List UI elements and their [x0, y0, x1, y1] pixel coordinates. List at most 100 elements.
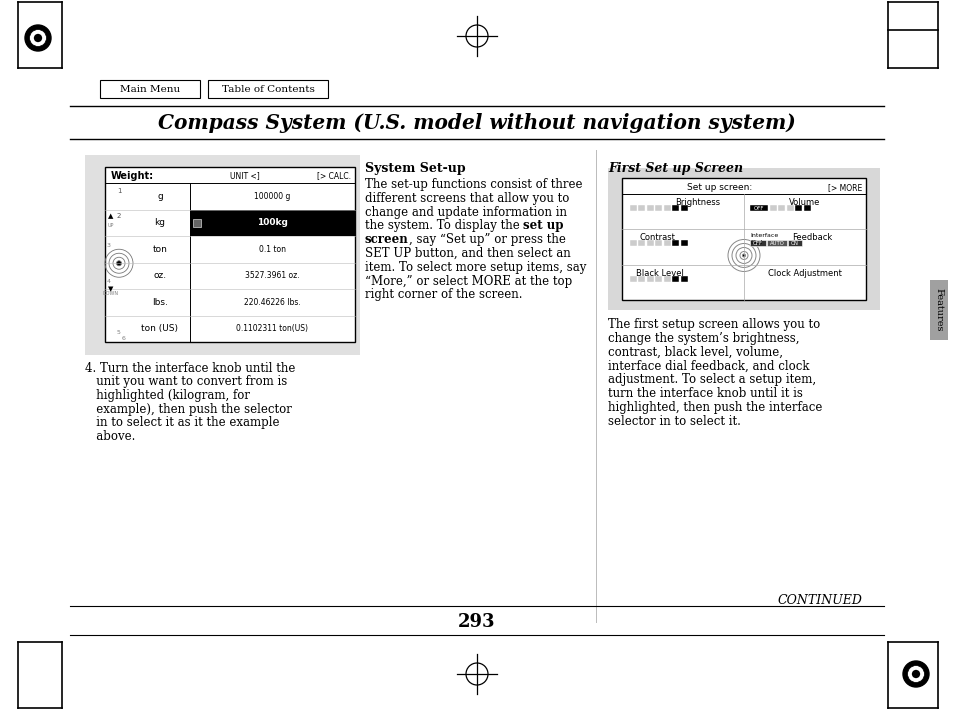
Text: unit you want to convert from is: unit you want to convert from is [85, 376, 287, 388]
Bar [749, 205, 767, 211]
Text: System Set-up: System Set-up [365, 162, 465, 175]
Text: , say “Set up” or press the: , say “Set up” or press the [408, 233, 565, 246]
Text: [> MORE: [> MORE [827, 183, 862, 192]
Text: Clock Adjustment: Clock Adjustment [767, 268, 841, 278]
Text: First Set up Screen: First Set up Screen [607, 162, 742, 175]
Text: AUTO: AUTO [769, 241, 783, 246]
Text: highlighted (kilogram, for: highlighted (kilogram, for [85, 389, 250, 402]
Bar [672, 205, 679, 211]
Text: interface dial feedback, and clock: interface dial feedback, and clock [607, 359, 809, 373]
Text: adjustment. To select a setup item,: adjustment. To select a setup item, [607, 373, 815, 386]
Text: change and update information in: change and update information in [365, 206, 566, 219]
Bar [786, 205, 793, 211]
Bar [646, 205, 654, 211]
Text: 100kg: 100kg [256, 218, 288, 227]
Text: The first setup screen allows you to: The first setup screen allows you to [607, 318, 820, 331]
Bar [105, 167, 355, 342]
Text: 0.1 ton: 0.1 ton [258, 245, 286, 253]
Bar [929, 280, 947, 340]
Text: 0.1102311 ton(US): 0.1102311 ton(US) [236, 324, 308, 333]
Text: oz.: oz. [153, 271, 167, 280]
Text: 100000 g: 100000 g [254, 192, 291, 201]
Text: highlighted, then push the interface: highlighted, then push the interface [607, 401, 821, 414]
Bar [629, 240, 637, 246]
Text: right corner of the screen.: right corner of the screen. [365, 288, 522, 302]
Circle shape [33, 34, 42, 42]
Bar [638, 275, 645, 282]
Bar [680, 240, 687, 246]
Text: Main Menu: Main Menu [120, 84, 180, 94]
Text: 293: 293 [457, 613, 496, 631]
Text: Black Level: Black Level [636, 268, 683, 278]
Text: turn the interface knob until it is: turn the interface knob until it is [607, 387, 802, 400]
Bar [85, 155, 359, 355]
Text: 2: 2 [116, 213, 121, 219]
Text: 1: 1 [116, 188, 121, 194]
Text: UP: UP [108, 223, 114, 228]
Bar [680, 205, 687, 211]
Text: example), then push the selector: example), then push the selector [85, 403, 292, 415]
Text: DOWN: DOWN [103, 291, 119, 296]
Circle shape [741, 254, 744, 257]
Text: ▲: ▲ [109, 213, 113, 219]
Text: selector in to select it.: selector in to select it. [607, 415, 740, 427]
Bar [663, 240, 670, 246]
Bar [655, 275, 661, 282]
Bar [663, 205, 670, 211]
Bar [672, 275, 679, 282]
Bar [655, 240, 661, 246]
Text: The set-up functions consist of three: The set-up functions consist of three [365, 178, 582, 191]
Text: Weight:: Weight: [111, 171, 154, 181]
Text: ton: ton [152, 245, 168, 253]
Bar [778, 205, 784, 211]
Circle shape [911, 670, 920, 678]
Text: different screens that allow you to: different screens that allow you to [365, 192, 569, 204]
Text: ▼: ▼ [109, 286, 113, 293]
Bar [621, 178, 865, 300]
Text: screen: screen [365, 233, 408, 246]
Text: 4: 4 [107, 279, 111, 284]
Text: the system. To display the: the system. To display the [365, 219, 523, 232]
Text: [> CALC.: [> CALC. [316, 171, 351, 180]
Bar [646, 240, 654, 246]
Bar [655, 205, 661, 211]
Text: 220.46226 lbs.: 220.46226 lbs. [244, 297, 300, 307]
Text: Table of Contents: Table of Contents [221, 84, 314, 94]
Text: 6: 6 [122, 336, 126, 341]
Bar [208, 80, 328, 98]
Text: Set up screen:: Set up screen: [686, 183, 751, 192]
Bar [663, 275, 670, 282]
Text: “More,” or select MORE at the top: “More,” or select MORE at the top [365, 275, 572, 288]
Text: item. To select more setup items, say: item. To select more setup items, say [365, 261, 586, 274]
Bar [749, 240, 765, 246]
Bar [629, 205, 637, 211]
Text: Compass System (U.S. model without navigation system): Compass System (U.S. model without navig… [158, 113, 795, 133]
Bar [795, 205, 801, 211]
Text: 3527.3961 oz.: 3527.3961 oz. [245, 271, 299, 280]
Bar [629, 275, 637, 282]
Text: set up: set up [523, 219, 563, 232]
Circle shape [30, 30, 47, 46]
Text: 4. Turn the interface knob until the: 4. Turn the interface knob until the [85, 362, 295, 375]
Bar [607, 168, 879, 310]
Text: above.: above. [85, 430, 135, 442]
Text: 5: 5 [117, 329, 121, 334]
Text: in to select it as it the example: in to select it as it the example [85, 416, 279, 429]
Text: ton (US): ton (US) [141, 324, 178, 333]
Text: Volume: Volume [788, 198, 820, 207]
Bar [638, 240, 645, 246]
Bar [638, 205, 645, 211]
Text: Dial: Dial [749, 240, 761, 246]
Bar [803, 205, 810, 211]
Text: Feedback: Feedback [791, 234, 831, 242]
Circle shape [902, 661, 928, 687]
Bar [769, 205, 776, 211]
Text: ON: ON [790, 241, 798, 246]
Text: change the system’s brightness,: change the system’s brightness, [607, 332, 799, 345]
Bar [190, 209, 355, 236]
Text: UNIT <]: UNIT <] [230, 171, 259, 180]
Circle shape [906, 665, 923, 682]
Text: 3: 3 [107, 243, 111, 248]
Text: g: g [157, 192, 163, 201]
Bar [766, 240, 786, 246]
